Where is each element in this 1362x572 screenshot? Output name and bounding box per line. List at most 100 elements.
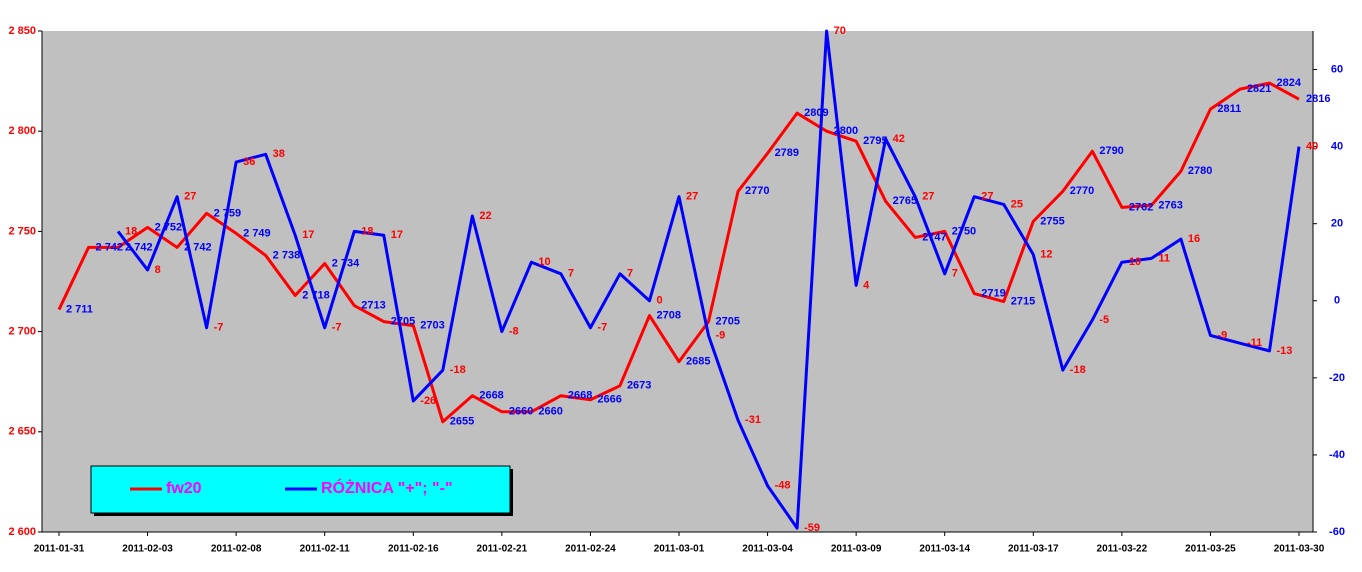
data-label: 2 738 (273, 249, 301, 261)
data-label: -18 (450, 364, 466, 376)
x-tick-label: 2011-03-17 (1008, 544, 1059, 555)
data-label: 2 711 (66, 303, 93, 315)
data-label: 2789 (775, 147, 799, 159)
data-label: 70 (834, 25, 846, 37)
series-line (116, 29, 1301, 530)
data-label: -9 (1217, 329, 1227, 341)
x-tick-label: 2011-03-14 (919, 544, 970, 555)
data-label: 2 742 (125, 241, 153, 253)
x-tick-label: 2011-02-11 (300, 544, 350, 555)
x-tick-label: 2011-02-21 (477, 544, 528, 555)
y-tick-label: 2 850 (8, 25, 36, 37)
data-label: 2713 (361, 299, 385, 311)
data-label: 11 (1158, 252, 1170, 264)
data-label: 2660 (538, 406, 562, 418)
y-tick-label: 2 650 (8, 426, 36, 438)
y2-tick-label: 20 (1331, 218, 1343, 230)
legend-label: RÓŻNICA "+"; "-" (321, 478, 453, 497)
data-label: 2762 (1129, 201, 1153, 213)
series-line (57, 81, 1300, 424)
data-label: 2708 (656, 309, 680, 321)
data-label: 17 (391, 229, 403, 241)
data-label: 42 (893, 133, 905, 145)
x-tick-label: 2011-03-01 (654, 544, 705, 555)
x-tick-label: 2011-01-31 (34, 544, 85, 555)
data-label: 27 (184, 191, 196, 203)
data-label: -59 (804, 522, 820, 534)
data-label: -7 (214, 322, 224, 334)
data-label: 2770 (1070, 185, 1094, 197)
data-label: 2685 (686, 356, 710, 368)
x-tick-label: 2011-03-04 (742, 544, 793, 555)
x-tick-label: 2011-02-08 (211, 544, 262, 555)
data-label: 2795 (863, 135, 887, 147)
data-label: 27 (686, 191, 698, 203)
x-tick-label: 2011-03-30 (1274, 544, 1325, 555)
data-label: 8 (155, 264, 161, 276)
data-label: 2715 (1011, 295, 1035, 307)
data-label: -48 (775, 480, 791, 492)
x-tick-label: 2011-03-09 (831, 544, 882, 555)
y2-tick-label: -40 (1329, 449, 1345, 461)
data-label: 2705 (391, 315, 415, 327)
data-label: 2660 (509, 406, 533, 418)
data-label: 22 (479, 210, 491, 222)
data-label: 2 759 (214, 207, 242, 219)
y-tick-label: 2 800 (8, 125, 36, 137)
data-label: 7 (952, 268, 958, 280)
data-label: 2668 (479, 390, 503, 402)
data-label: -13 (1276, 345, 1292, 357)
data-label: 7 (568, 268, 574, 280)
x-tick-label: 2011-03-25 (1185, 544, 1236, 555)
data-label: -7 (332, 322, 342, 334)
data-label: 18 (125, 225, 137, 237)
y2-tick-label: 0 (1334, 295, 1340, 307)
x-tick-label: 2011-02-24 (565, 544, 616, 555)
plot-area (42, 31, 1313, 532)
data-label: 2816 (1306, 93, 1330, 105)
data-label: 2673 (627, 380, 651, 392)
data-label: -31 (745, 414, 761, 426)
data-label: 2655 (450, 416, 474, 428)
data-label: 2666 (597, 394, 621, 406)
data-label: 36 (243, 156, 255, 168)
data-label: 38 (273, 148, 285, 160)
y-tick-label: 2 700 (8, 326, 36, 338)
data-label: 7 (627, 268, 633, 280)
y-tick-label: 2 600 (8, 526, 36, 538)
data-label: -18 (1070, 364, 1086, 376)
data-label: 2755 (1040, 215, 1064, 227)
data-label: 2770 (745, 185, 769, 197)
legend-label: fw20 (166, 480, 202, 497)
data-label: 2763 (1158, 199, 1182, 211)
data-label: 2821 (1247, 83, 1271, 95)
data-label: 2790 (1099, 145, 1123, 157)
data-label: 2765 (893, 195, 917, 207)
legend: fw20 RÓŻNICA "+"; "-" (90, 465, 513, 516)
data-label: 2747 (922, 231, 946, 243)
data-label: 2824 (1276, 77, 1301, 89)
data-label: -7 (597, 322, 607, 334)
y2-tick-label: -20 (1329, 372, 1345, 384)
data-label: 2 742 (96, 241, 124, 253)
data-label: 2750 (952, 225, 976, 237)
data-label: 27 (981, 191, 993, 203)
data-label: -26 (420, 395, 436, 407)
data-label: 2811 (1217, 103, 1241, 115)
data-label: 2 734 (332, 257, 360, 269)
data-label: 2 749 (243, 227, 271, 239)
data-label: -11 (1247, 337, 1262, 349)
data-label: 18 (361, 225, 373, 237)
data-label: 16 (1188, 233, 1200, 245)
x-tick-label: 2011-02-03 (122, 544, 173, 555)
data-label: 2 742 (184, 241, 212, 253)
data-label: 40 (1306, 141, 1318, 153)
data-label: 2800 (834, 125, 858, 137)
data-label: -5 (1099, 314, 1109, 326)
x-tick-label: 2011-03-22 (1097, 544, 1148, 555)
data-label: 17 (302, 229, 314, 241)
data-label: 12 (1040, 248, 1052, 260)
data-label: 2719 (981, 287, 1005, 299)
data-label: 10 (1129, 256, 1141, 268)
